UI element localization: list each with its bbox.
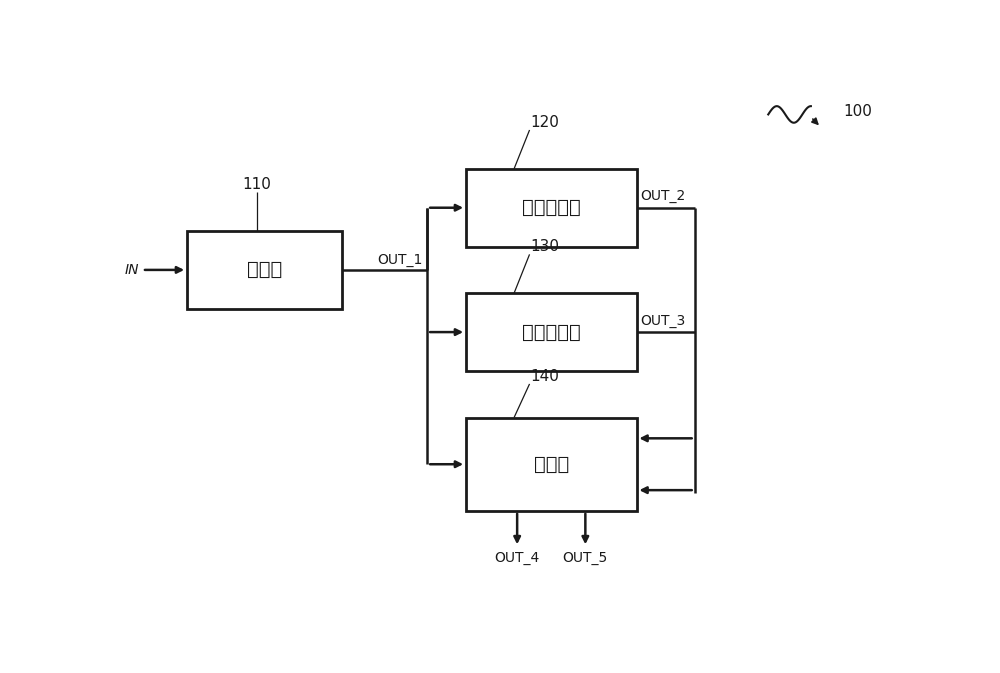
Text: IN: IN [124, 263, 139, 277]
Bar [466, 169, 637, 246]
Text: 100: 100 [843, 104, 872, 119]
Text: 稳压器: 稳压器 [247, 260, 282, 279]
Text: OUT_2: OUT_2 [640, 189, 686, 203]
Text: OUT_5: OUT_5 [563, 551, 608, 565]
Text: 第二电荷泵: 第二电荷泵 [522, 322, 581, 342]
Text: 120: 120 [531, 114, 559, 130]
Text: OUT_3: OUT_3 [640, 314, 686, 328]
Text: 110: 110 [242, 177, 271, 192]
Bar [187, 231, 342, 309]
Bar [466, 293, 637, 371]
Text: 130: 130 [531, 239, 560, 254]
Text: 第一电荷泵: 第一电荷泵 [522, 199, 581, 217]
Bar [466, 417, 637, 511]
Text: OUT_1: OUT_1 [377, 252, 423, 267]
Text: 升压器: 升压器 [534, 455, 569, 474]
Text: OUT_4: OUT_4 [495, 551, 540, 565]
Text: 140: 140 [531, 369, 559, 384]
